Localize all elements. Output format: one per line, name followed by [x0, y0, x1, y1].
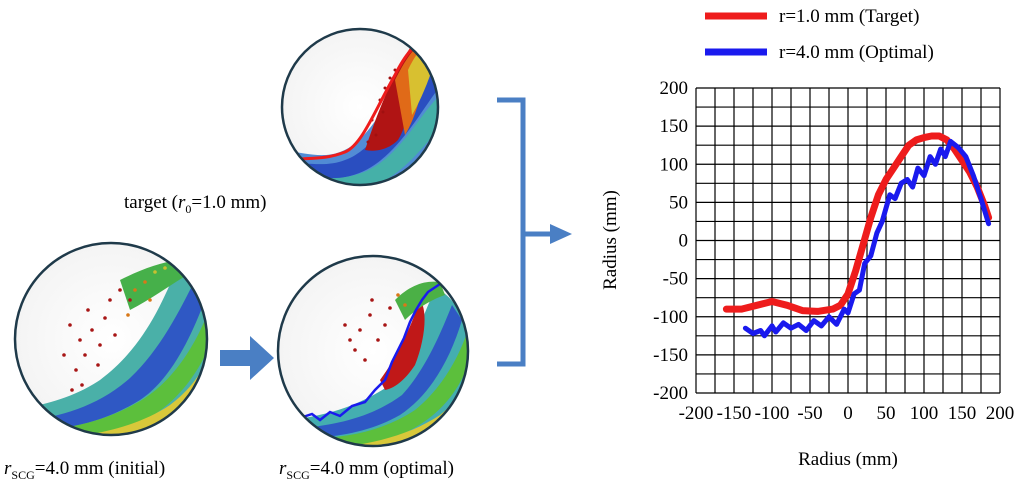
- merge-bracket: [497, 97, 552, 367]
- x-tick-label: 50: [877, 403, 896, 424]
- x-tick-label: 0: [843, 403, 853, 424]
- y-tick-label: 100: [660, 154, 689, 175]
- y-tick-label: 150: [660, 116, 689, 137]
- y-axis-label: Radius (mm): [600, 190, 621, 290]
- chart-grid: [695, 87, 1001, 394]
- legend-label-optimal: r=4.0 mm (Optimal): [779, 42, 934, 63]
- optimal-circle-border: [276, 254, 470, 448]
- chart-lines: [722, 132, 993, 339]
- y-tick-label: 200: [660, 78, 689, 99]
- optimal-drum-view: [276, 254, 470, 448]
- x-axis-label: Radius (mm): [798, 449, 898, 470]
- target-circle-border: [280, 27, 440, 187]
- chart-x-ticks: -200 -150 -100 -50 0 50 100 150 200: [679, 403, 1015, 424]
- x-tick-label: -100: [755, 403, 790, 424]
- profile-chart: -200 -150 -100 -50 0 50 100 150 200 200150100500…: [600, 6, 1014, 470]
- y-tick-label: -200: [653, 383, 688, 404]
- x-tick-label: 200: [986, 403, 1015, 424]
- y-tick-label: 0: [679, 231, 689, 252]
- series-line-target: [722, 132, 993, 315]
- x-tick-label: -50: [797, 403, 822, 424]
- y-tick-label: -50: [663, 269, 688, 290]
- series-line-optimal: [742, 138, 992, 339]
- x-tick-label: 100: [910, 403, 939, 424]
- optimal-contour: [299, 280, 460, 422]
- x-tick-label: 150: [948, 403, 977, 424]
- target-drum-view: [280, 27, 440, 187]
- initial-caption: rSCG=4.0 mm (initial): [4, 458, 166, 482]
- initial-drum-view: [13, 241, 209, 437]
- y-tick-label: 50: [669, 192, 688, 213]
- x-tick-label: -150: [717, 403, 752, 424]
- legend-label-target: r=1.0 mm (Target): [779, 6, 919, 27]
- chart-y-ticks: 200 150 100 50 0 -50 -100 -150 -200: [653, 78, 688, 404]
- chart-legend: r=1.0 mm (Target) r=4.0 mm (Optimal): [705, 6, 934, 63]
- y-tick-label: -100: [653, 307, 688, 328]
- x-tick-label: -200: [679, 403, 714, 424]
- initial-to-optimal-arrow: [220, 336, 274, 380]
- initial-circle-border: [13, 241, 209, 437]
- optimal-caption: rSCG=4.0 mm (optimal): [279, 458, 454, 482]
- y-tick-label: -150: [653, 345, 688, 366]
- target-caption: target (r0=1.0 mm): [124, 192, 267, 216]
- bracket-arrowhead: [550, 224, 572, 244]
